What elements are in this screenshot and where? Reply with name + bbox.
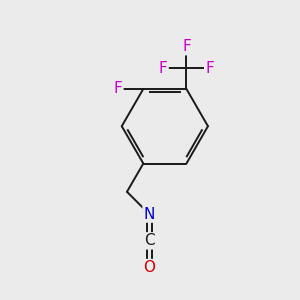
- Text: C: C: [144, 233, 154, 248]
- Text: F: F: [205, 61, 214, 76]
- Text: F: F: [114, 81, 122, 96]
- Text: N: N: [144, 207, 155, 222]
- Text: F: F: [159, 61, 168, 76]
- Text: O: O: [143, 260, 155, 275]
- Text: F: F: [182, 39, 191, 54]
